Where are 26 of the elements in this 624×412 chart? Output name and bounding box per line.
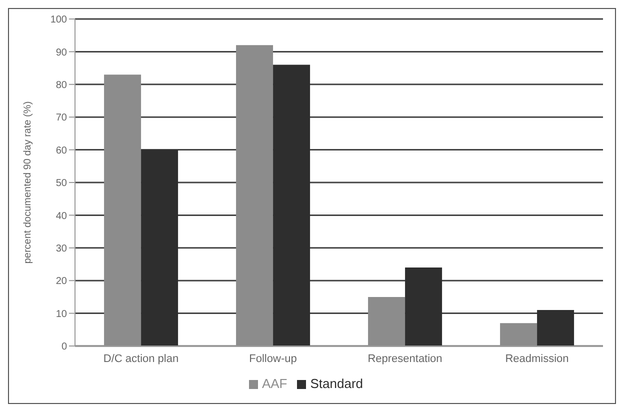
bar — [500, 323, 538, 346]
legend-label: AAF — [262, 376, 288, 391]
y-tick-label: 40 — [56, 210, 68, 222]
y-tick-label: 20 — [56, 276, 68, 288]
y-tick-label: 10 — [56, 308, 68, 320]
x-tick-label: D/C action plan — [103, 352, 179, 365]
y-tick-label: 50 — [56, 178, 68, 190]
bar — [405, 268, 442, 346]
bar — [104, 74, 142, 346]
bar — [537, 310, 574, 346]
bar — [236, 45, 274, 346]
legend-label: Standard — [310, 376, 364, 391]
bar — [273, 64, 310, 346]
x-tick-label: Follow-up — [249, 352, 297, 365]
y-tick-label: 0 — [61, 342, 68, 353]
y-tick-label: 80 — [56, 80, 68, 91]
y-tick-label: 70 — [56, 112, 68, 124]
y-axis-title: percent documented 90 day rate (%) — [22, 101, 34, 264]
y-tick-label: 60 — [56, 145, 68, 156]
bar — [368, 296, 406, 346]
x-tick-label: Representation — [368, 352, 442, 365]
bar — [141, 150, 178, 346]
y-tick-label: 90 — [56, 47, 68, 58]
x-tick-label: Readmission — [505, 352, 569, 365]
y-tick-label: 30 — [56, 243, 68, 254]
y-tick-label: 100 — [50, 14, 68, 26]
